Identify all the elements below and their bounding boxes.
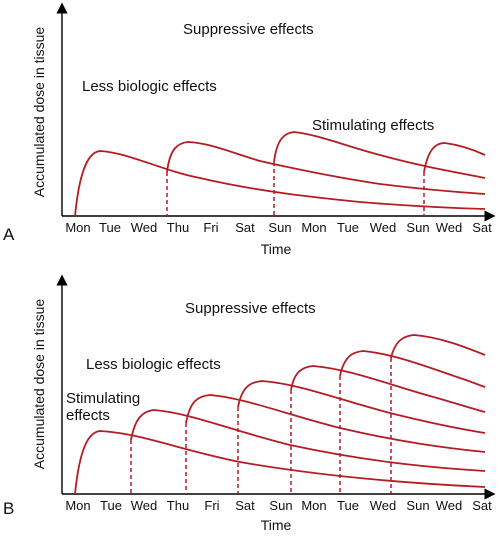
- panel-a-tick-label: Sat: [472, 220, 492, 235]
- panel-a-x-axis-label: Time: [261, 241, 292, 257]
- panel-b-y-axis-label: Accumulated dose in tissue: [31, 299, 47, 470]
- panel-a-tick-label: Mon: [65, 220, 90, 235]
- panel-b-dose-curve-2: [130, 409, 486, 472]
- panel-a-dose-curve-3: [273, 131, 486, 179]
- panel-b-tick-label: Mon: [65, 498, 90, 513]
- panel-b-tick-label: Wed: [436, 498, 463, 513]
- panel-a-stimulating-label: Stimulating effects: [312, 117, 434, 134]
- panel-b-stimulating-label-line1: Stimulating: [66, 390, 140, 407]
- panel-a-tick-label: Sun: [406, 220, 429, 235]
- panel-a-tick-labels: Mon Tue Wed Thu Fri Sat Sun Mon Tue Wed …: [65, 220, 492, 235]
- panel-b-tick-label: Mon: [301, 498, 326, 513]
- panel-b-tick-label: Sat: [235, 498, 255, 513]
- panel-a-dose-curve-1: [74, 150, 486, 217]
- panel-a-tick-label: Wed: [436, 220, 463, 235]
- panel-a-tick-label: Sat: [235, 220, 255, 235]
- panel-b-tick-labels: Mon Tue Wed Thu Fri Sat Sun Mon Tue Wed …: [65, 498, 492, 513]
- panel-a-tick-label: Fri: [203, 220, 218, 235]
- panel-a: A Accumulated dose in tissue Time Suppre…: [3, 2, 496, 257]
- panel-a-tick-label: Tue: [99, 220, 121, 235]
- panel-b-tick-label: Tue: [337, 498, 359, 513]
- panel-b-dose-curve-3: [185, 394, 486, 453]
- panel-b-suppressive-label: Suppressive effects: [185, 300, 316, 317]
- panel-b-tick-label: Tue: [100, 498, 122, 513]
- panel-b-tick-label: Fri: [204, 498, 219, 513]
- panel-b-tick-label: Wed: [131, 498, 158, 513]
- panel-b-dose-curve-5: [290, 365, 486, 413]
- panel-a-y-axis-label: Accumulated dose in tissue: [31, 27, 47, 198]
- panel-b-dose-curve-7: [390, 334, 486, 359]
- panel-a-tick-label: Wed: [131, 220, 158, 235]
- panel-a-tick-label: Mon: [301, 220, 326, 235]
- panel-b-x-axis-label: Time: [261, 517, 292, 533]
- panel-b-tick-label: Sat: [472, 498, 492, 513]
- panel-b-tick-label: Wed: [370, 498, 397, 513]
- panel-b-dose-curve-4: [237, 380, 486, 434]
- panel-a-suppressive-label: Suppressive effects: [183, 21, 314, 38]
- panel-a-dose-curve-2: [166, 141, 486, 195]
- panel-a-tick-label: Wed: [370, 220, 397, 235]
- panel-a-tick-label: Sun: [268, 220, 291, 235]
- panel-a-tick-label: Tue: [337, 220, 359, 235]
- panel-a-label: A: [3, 225, 15, 244]
- panel-b-tick-label: Sun: [269, 498, 292, 513]
- panel-b-dose-curve-6: [339, 350, 486, 388]
- panel-a-dose-curve-4: [423, 142, 486, 173]
- panel-b-less-biologic-label: Less biologic effects: [86, 356, 221, 373]
- panel-b-stimulating-label-line2: effects: [66, 407, 110, 424]
- panel-a-less-biologic-label: Less biologic effects: [82, 78, 217, 95]
- panel-b-label: B: [3, 499, 14, 518]
- panel-b-dose-curve-1: [74, 430, 486, 495]
- panel-a-tick-label: Thu: [167, 220, 189, 235]
- panel-b-tick-label: Thu: [167, 498, 189, 513]
- panel-b: B Accumulated dose in tissue Time Suppre…: [3, 274, 496, 533]
- panel-b-tick-label: Sun: [406, 498, 429, 513]
